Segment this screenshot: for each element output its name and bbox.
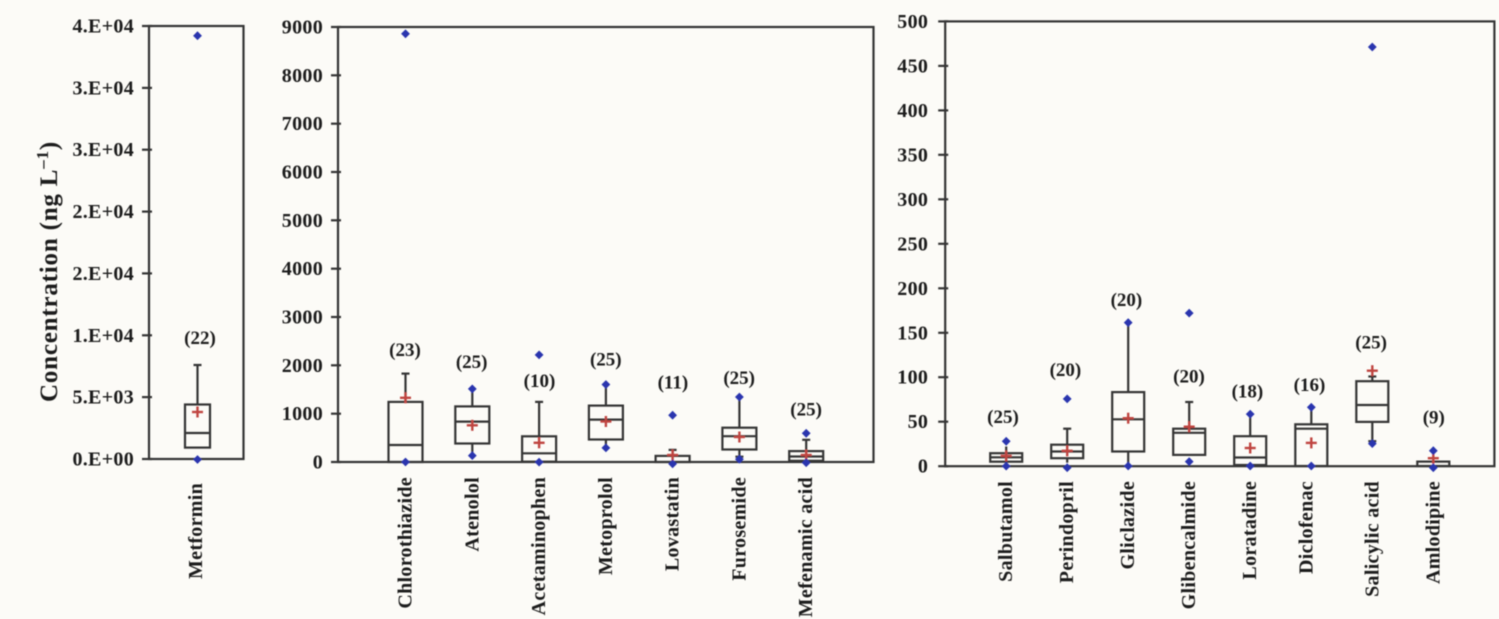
svg-text:Metformin: Metformin (185, 483, 207, 579)
svg-text:Concentration (ng L–1): Concentration (ng L–1) (33, 141, 63, 402)
svg-text:400: 400 (897, 100, 928, 122)
svg-text:3.E+04: 3.E+04 (72, 139, 134, 161)
svg-text:(25): (25) (456, 352, 488, 373)
svg-text:300: 300 (897, 189, 928, 211)
svg-text:6000: 6000 (282, 162, 323, 184)
svg-text:Atenolol: Atenolol (461, 477, 483, 552)
svg-text:Perindopril: Perindopril (1056, 481, 1078, 583)
svg-text:1000: 1000 (282, 403, 323, 425)
svg-text:3000: 3000 (282, 307, 323, 329)
svg-text:Amlodipine: Amlodipine (1422, 481, 1444, 584)
svg-text:4000: 4000 (282, 258, 323, 280)
svg-text:0: 0 (313, 452, 323, 474)
svg-text:(16): (16) (1294, 375, 1326, 396)
svg-text:1.E+04: 1.E+04 (72, 325, 134, 347)
svg-text:100: 100 (897, 367, 928, 389)
svg-text:250: 250 (897, 233, 928, 255)
svg-text:Metoprolol: Metoprolol (595, 477, 617, 575)
svg-text:Mefenamic acid: Mefenamic acid (795, 477, 817, 617)
svg-text:(25): (25) (987, 407, 1019, 428)
svg-text:(25): (25) (790, 400, 822, 421)
svg-text:Furosemide: Furosemide (728, 477, 750, 581)
svg-text:Diclofenac: Diclofenac (1295, 481, 1317, 574)
svg-text:(18): (18) (1232, 382, 1264, 403)
svg-text:(20): (20) (1173, 366, 1205, 387)
svg-text:(25): (25) (723, 368, 755, 389)
svg-text:(23): (23) (389, 340, 421, 361)
svg-text:(20): (20) (1111, 290, 1143, 311)
svg-text:4.E+04: 4.E+04 (72, 16, 134, 38)
svg-text:Acetaminophen: Acetaminophen (528, 477, 550, 615)
svg-text:(9): (9) (1423, 408, 1445, 429)
svg-text:Glibencalmide: Glibencalmide (1178, 481, 1200, 609)
svg-text:(25): (25) (1355, 332, 1387, 353)
svg-text:7000: 7000 (282, 113, 323, 135)
svg-text:0.E+00: 0.E+00 (72, 449, 134, 471)
svg-text:2.E+04: 2.E+04 (72, 201, 134, 223)
svg-text:8000: 8000 (282, 65, 323, 87)
svg-text:(10): (10) (524, 371, 556, 392)
svg-text:Chlorothiazide: Chlorothiazide (395, 477, 417, 609)
svg-text:450: 450 (897, 55, 928, 77)
svg-text:(25): (25) (590, 349, 622, 370)
svg-text:5.E+03: 5.E+03 (72, 387, 134, 409)
svg-text:Salicylic acid: Salicylic acid (1361, 481, 1383, 597)
svg-text:200: 200 (897, 278, 928, 300)
svg-text:500: 500 (897, 11, 928, 33)
svg-text:2.E+04: 2.E+04 (72, 263, 134, 285)
svg-text:3.E+04: 3.E+04 (72, 77, 134, 99)
svg-text:Loratadine: Loratadine (1239, 481, 1261, 580)
svg-text:(20): (20) (1050, 360, 1082, 381)
svg-text:(22): (22) (184, 328, 216, 349)
svg-text:150: 150 (897, 322, 928, 344)
svg-text:Lovastatin: Lovastatin (662, 477, 684, 571)
svg-text:50: 50 (908, 411, 929, 433)
svg-text:Salbutamol: Salbutamol (995, 481, 1017, 582)
svg-text:5000: 5000 (282, 210, 323, 232)
svg-text:2000: 2000 (282, 355, 323, 377)
svg-text:9000: 9000 (282, 17, 323, 39)
svg-text:(11): (11) (658, 372, 689, 393)
svg-text:0: 0 (918, 456, 928, 478)
svg-text:Gliclazide: Gliclazide (1117, 481, 1139, 570)
svg-text:350: 350 (897, 144, 928, 166)
